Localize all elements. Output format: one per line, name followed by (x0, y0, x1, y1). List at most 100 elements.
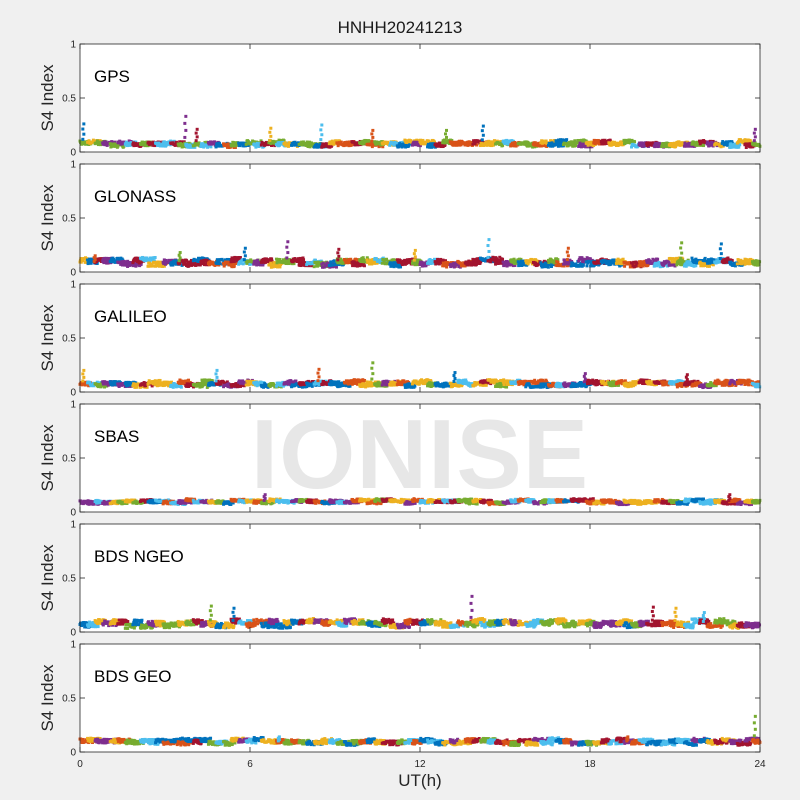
data-point-spike (480, 138, 484, 142)
data-point (296, 141, 300, 145)
data-point (439, 257, 443, 261)
data-point (543, 261, 547, 265)
data-point (400, 145, 404, 149)
data-point (233, 145, 237, 149)
data-point (236, 256, 240, 260)
data-point (671, 260, 675, 264)
data-point (728, 140, 732, 144)
data-point-spike (370, 139, 374, 143)
data-point (341, 383, 345, 387)
data-point (367, 383, 371, 387)
data-point (219, 382, 223, 386)
data-point (241, 262, 245, 266)
data-point (325, 261, 329, 265)
data-point (311, 261, 315, 265)
data-point-spike (81, 127, 85, 131)
data-point-spike (480, 129, 484, 133)
data-point (564, 142, 568, 146)
data-point (706, 142, 710, 146)
data-point (339, 140, 343, 144)
data-point (146, 382, 150, 386)
data-point (131, 261, 135, 265)
data-point (399, 265, 403, 269)
data-point (533, 141, 537, 145)
data-point (658, 261, 662, 265)
data-point (151, 143, 155, 147)
data-point (755, 263, 759, 267)
data-point (623, 141, 627, 145)
data-point (351, 380, 355, 384)
data-point (353, 378, 357, 382)
data-point (630, 145, 634, 149)
data-point (205, 385, 209, 389)
data-point (178, 262, 182, 266)
data-point (749, 140, 753, 144)
data-point (179, 385, 183, 389)
data-point (321, 142, 325, 146)
data-point-spike (285, 256, 289, 260)
data-point (315, 264, 319, 268)
data-point-spike (82, 122, 86, 126)
data-point (443, 143, 447, 147)
data-point (693, 261, 697, 265)
data-point (569, 264, 573, 268)
data-point-spike (486, 255, 490, 259)
data-point (629, 141, 633, 145)
data-point (436, 258, 440, 262)
data-point (524, 259, 528, 263)
data-point (336, 144, 340, 148)
data-point (519, 259, 523, 263)
data-point-spike (445, 135, 448, 139)
data-point (278, 265, 282, 269)
data-point (600, 142, 604, 146)
y-axis-label: S4 Index (38, 64, 57, 132)
data-point (433, 260, 437, 264)
data-point (234, 261, 238, 265)
data-point (753, 141, 757, 145)
data-point (681, 262, 685, 266)
data-point (676, 142, 680, 146)
data-point (565, 138, 569, 142)
data-point (317, 383, 321, 387)
data-point (216, 258, 220, 262)
y-axis-label: S4 Index (38, 184, 57, 252)
data-point (528, 260, 532, 264)
data-point (518, 263, 522, 267)
data-point (506, 142, 510, 146)
data-point (230, 265, 234, 269)
data-point-spike (481, 133, 485, 137)
data-point-spike (194, 131, 198, 135)
data-point (259, 139, 263, 143)
data-point (735, 262, 739, 266)
data-point (632, 260, 636, 264)
data-point (706, 140, 710, 144)
data-point (590, 260, 594, 264)
data-point (397, 265, 401, 269)
data-point (255, 143, 259, 147)
data-point (699, 143, 703, 147)
data-point (689, 261, 693, 265)
data-point-spike (81, 137, 85, 141)
data-point-spike (242, 258, 246, 262)
data-point (162, 262, 166, 266)
data-point (393, 259, 397, 263)
data-point (142, 140, 146, 144)
data-point (124, 140, 128, 144)
data-point (430, 261, 434, 265)
data-point (641, 264, 645, 268)
data-point (193, 145, 197, 149)
data-point (331, 263, 335, 267)
data-point (310, 264, 314, 268)
data-point (597, 142, 601, 146)
data-point (170, 382, 174, 386)
data-point (103, 259, 107, 263)
data-point (380, 259, 384, 263)
data-point (389, 380, 393, 384)
data-point-spike (371, 128, 375, 132)
data-point (193, 143, 197, 147)
data-point (129, 383, 133, 387)
data-point (174, 259, 178, 263)
data-point (511, 264, 515, 268)
